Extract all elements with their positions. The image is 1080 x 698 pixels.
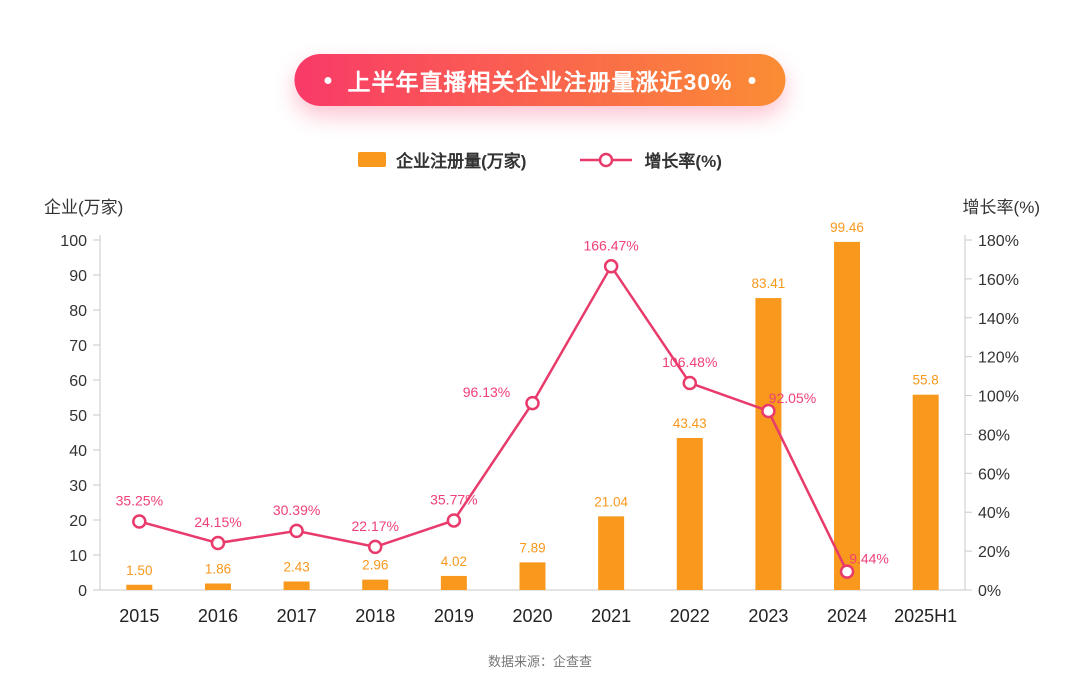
line-marker: [289, 523, 304, 539]
line-marker: [367, 539, 383, 555]
svg-text:7.89: 7.89: [519, 540, 545, 555]
svg-text:50: 50: [69, 408, 87, 425]
svg-text:2017: 2017: [277, 606, 317, 626]
svg-text:2016: 2016: [198, 606, 238, 626]
svg-text:30.39%: 30.39%: [273, 502, 320, 518]
svg-text:35.77%: 35.77%: [430, 491, 477, 507]
title-dot-left-icon: [324, 76, 332, 84]
svg-text:96.13%: 96.13%: [463, 384, 510, 400]
svg-text:166.47%: 166.47%: [583, 237, 638, 253]
svg-text:2020: 2020: [512, 606, 552, 626]
svg-text:55.8: 55.8: [913, 373, 939, 388]
line-marker: [603, 259, 619, 274]
svg-text:60%: 60%: [978, 466, 1010, 483]
svg-text:70: 70: [69, 338, 87, 355]
svg-text:21.04: 21.04: [594, 494, 628, 509]
svg-text:2018: 2018: [355, 606, 395, 626]
svg-text:120%: 120%: [978, 350, 1019, 367]
svg-text:83.41: 83.41: [752, 276, 786, 291]
bar: [440, 575, 467, 590]
bar: [755, 298, 782, 590]
line-marker: [761, 403, 776, 419]
svg-text:180%: 180%: [978, 233, 1019, 250]
svg-text:43.43: 43.43: [673, 416, 707, 431]
data-source-note: 数据来源：企查查: [487, 654, 592, 669]
bars-group: 1.50 1.86 2.43 2.96 4.02 7.89 21.04 43.43 83.41 9…: [126, 220, 939, 590]
svg-text:2015: 2015: [119, 606, 159, 626]
svg-text:24.15%: 24.15%: [194, 514, 241, 530]
bar: [204, 583, 231, 590]
svg-text:2024: 2024: [827, 606, 867, 626]
svg-text:40%: 40%: [978, 505, 1010, 522]
svg-text:160%: 160%: [978, 272, 1019, 289]
svg-text:35.25%: 35.25%: [116, 492, 163, 508]
svg-text:2021: 2021: [591, 606, 631, 626]
svg-text:2023: 2023: [748, 606, 788, 626]
svg-text:99.46: 99.46: [830, 220, 864, 235]
svg-text:40: 40: [69, 443, 87, 460]
svg-text:92.05%: 92.05%: [769, 390, 816, 406]
svg-text:100: 100: [60, 233, 87, 250]
growth-line: [138, 263, 849, 573]
svg-text:22.17%: 22.17%: [351, 518, 398, 534]
bar: [519, 562, 546, 590]
bar: [362, 579, 389, 590]
line-marker: [132, 514, 147, 529]
svg-text:20%: 20%: [978, 544, 1010, 561]
right-axis-title: 增长率(%): [962, 198, 1040, 217]
svg-text:2019: 2019: [434, 606, 474, 626]
x-axis-labels: 2015 2016 2017 2018 2019 2020 2021 2022 2023 2024…: [119, 606, 957, 626]
legend-item-bar: 企业注册量(万家): [358, 147, 526, 172]
svg-text:20: 20: [69, 513, 87, 530]
svg-text:2025H1: 2025H1: [894, 606, 957, 626]
svg-text:9.44%: 9.44%: [849, 551, 889, 567]
svg-text:2.43: 2.43: [283, 559, 309, 574]
line-group: 35.25% 24.15% 30.39% 22.17% 35.77% 96.13% 166.…: [116, 237, 889, 579]
svg-text:10: 10: [69, 548, 87, 565]
bar: [283, 581, 310, 590]
svg-text:90: 90: [69, 268, 87, 285]
chart-title: 上半年直播相关企业注册量涨近30%: [347, 69, 733, 95]
svg-text:106.48%: 106.48%: [662, 354, 717, 370]
svg-text:1.86: 1.86: [205, 561, 231, 576]
svg-text:80: 80: [69, 303, 87, 320]
svg-text:140%: 140%: [978, 311, 1019, 328]
svg-text:4.02: 4.02: [441, 554, 467, 569]
svg-text:30: 30: [69, 478, 87, 495]
svg-text:80%: 80%: [978, 427, 1010, 444]
svg-text:2.96: 2.96: [362, 558, 388, 573]
bar: [126, 584, 153, 590]
legend-line-label: 增长率(%): [644, 152, 722, 171]
legend: 企业注册量(万家) 增长率(%): [0, 147, 1080, 172]
line-marker-icon: [580, 152, 633, 167]
legend-item-line: 增长率(%): [578, 147, 722, 172]
svg-text:60: 60: [69, 373, 87, 390]
svg-text:0: 0: [78, 583, 87, 600]
bar-swatch-icon: [358, 152, 387, 167]
svg-text:2022: 2022: [670, 606, 710, 626]
title-dot-right-icon: [748, 76, 756, 84]
left-axis-title: 企业(万家): [44, 198, 124, 217]
line-marker: [839, 564, 855, 579]
chart-title-pill: 上半年直播相关企业注册量涨近30%: [294, 54, 786, 106]
svg-text:0%: 0%: [978, 583, 1001, 600]
bar: [912, 394, 939, 590]
line-marker: [210, 535, 226, 551]
legend-bar-label: 企业注册量(万家): [396, 152, 527, 171]
bar: [598, 516, 625, 590]
svg-text:1.50: 1.50: [126, 563, 152, 578]
line-marker: [525, 395, 540, 411]
line-marker: [446, 513, 462, 528]
bar: [676, 437, 703, 590]
svg-text:100%: 100%: [978, 389, 1019, 406]
bar: [834, 241, 861, 590]
line-marker: [682, 375, 698, 391]
